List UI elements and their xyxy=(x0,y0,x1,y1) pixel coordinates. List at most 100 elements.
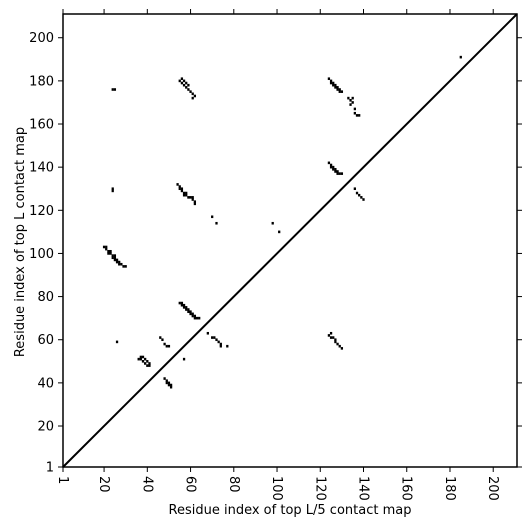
contact-point xyxy=(115,260,119,264)
contact-point xyxy=(347,96,350,100)
y-tick-label: 140 xyxy=(29,161,54,176)
contact-point xyxy=(271,221,274,225)
axes-layer: 1 20 40 60 80 100 120 140 160 180 2001204060801001… xyxy=(29,9,522,501)
contact-point xyxy=(189,310,192,313)
contact-point xyxy=(278,230,281,234)
contact-point xyxy=(353,187,356,191)
contact-point xyxy=(107,252,110,255)
contact-point xyxy=(111,88,114,91)
contact-point xyxy=(213,336,216,339)
contact-point xyxy=(167,383,171,387)
x-tick-label: 1 xyxy=(55,476,70,484)
contact-point xyxy=(334,340,337,344)
contact-point xyxy=(176,183,179,186)
contact-point xyxy=(358,114,361,117)
contact-point xyxy=(329,163,333,167)
contact-point xyxy=(124,265,127,268)
contact-point xyxy=(338,172,341,175)
contact-point xyxy=(182,191,186,195)
contact-point xyxy=(219,344,222,348)
contact-point xyxy=(182,303,186,307)
contact-point xyxy=(211,215,214,219)
x-axis-label: Residue index of top L/5 contact map xyxy=(169,503,412,518)
contact-point xyxy=(338,344,341,348)
contact-point xyxy=(338,90,341,93)
y-tick-label: 80 xyxy=(37,290,54,305)
y-tick-label: 60 xyxy=(37,333,54,348)
contact-point xyxy=(146,360,149,363)
contact-point xyxy=(141,355,145,359)
contact-point xyxy=(107,249,110,253)
contact-point xyxy=(182,193,186,197)
contact-point xyxy=(329,165,333,169)
contact-point xyxy=(185,86,188,89)
y-tick-label: 100 xyxy=(29,247,54,262)
contact-point xyxy=(219,342,222,346)
contact-point xyxy=(334,338,337,342)
contact-point xyxy=(109,252,112,255)
contact-point xyxy=(349,98,352,102)
contact-point xyxy=(360,196,363,199)
contact-point xyxy=(185,308,188,311)
contact-point xyxy=(358,193,361,197)
contact-point xyxy=(351,101,354,104)
y-tick-label: 20 xyxy=(37,420,54,435)
x-tick-label: 60 xyxy=(183,476,198,493)
contact-point xyxy=(193,314,197,318)
contact-point xyxy=(340,90,344,93)
contact-point xyxy=(146,364,149,367)
x-tick-label: 180 xyxy=(442,476,457,501)
y-tick-label: 40 xyxy=(37,376,54,391)
contact-point xyxy=(148,364,151,367)
contact-point xyxy=(165,344,168,348)
contact-point xyxy=(189,90,192,93)
contact-point xyxy=(362,198,365,201)
plot-frame xyxy=(62,13,518,468)
contact-point xyxy=(144,357,147,361)
contact-point xyxy=(329,79,333,83)
y-tick-label: 200 xyxy=(29,31,54,46)
contact-point xyxy=(336,172,339,175)
contact-point xyxy=(163,342,166,346)
contact-point xyxy=(165,379,168,383)
contact-point xyxy=(332,165,335,169)
contact-point xyxy=(198,316,201,320)
contact-point xyxy=(178,185,181,188)
contact-point xyxy=(185,193,188,197)
contact-point xyxy=(332,168,335,171)
contact-point xyxy=(187,310,190,313)
contact-point xyxy=(180,189,184,193)
contact-point xyxy=(191,96,194,100)
contact-point xyxy=(459,55,462,59)
contact-point xyxy=(327,334,331,337)
contact-point xyxy=(159,336,162,339)
contact-point xyxy=(336,170,339,173)
contact-point xyxy=(113,254,117,257)
x-tick-label: 80 xyxy=(226,476,241,493)
x-tick-label: 160 xyxy=(399,476,414,501)
contact-point xyxy=(215,221,218,225)
contact-point xyxy=(327,161,331,165)
contact-point xyxy=(334,170,337,173)
contact-point xyxy=(195,316,199,320)
contact-point xyxy=(163,377,166,380)
contact-point xyxy=(182,79,186,83)
contact-point xyxy=(144,362,147,365)
plot-area xyxy=(62,13,518,468)
contact-point xyxy=(111,254,114,257)
contact-point xyxy=(167,381,171,385)
contact-point xyxy=(180,187,184,191)
contact-point xyxy=(185,306,188,309)
y-tick-label: 160 xyxy=(29,118,54,133)
contact-point xyxy=(329,331,333,335)
x-tick-label: 40 xyxy=(139,476,154,493)
contact-point xyxy=(187,196,190,199)
contact-point xyxy=(139,355,142,359)
contact-point xyxy=(180,77,184,81)
contact-point xyxy=(189,312,192,316)
contact-point xyxy=(180,81,184,85)
contact-point xyxy=(332,81,335,85)
contact-point xyxy=(329,336,333,339)
x-tick-label: 20 xyxy=(96,476,111,493)
contact-point xyxy=(111,187,114,191)
